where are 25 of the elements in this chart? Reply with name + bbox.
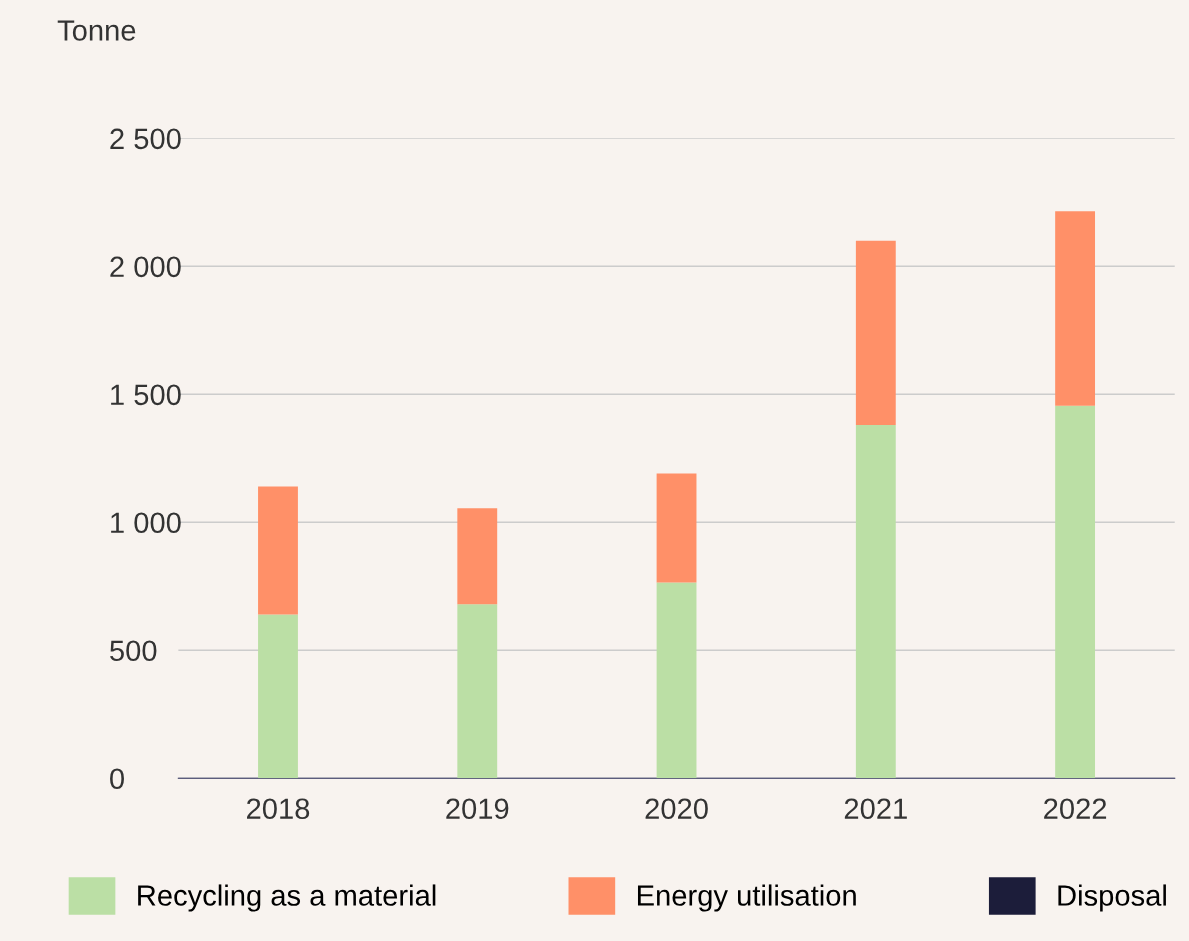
x-tick-label: 2019 [446, 798, 509, 820]
bar [656, 473, 697, 583]
y-axis-title: Tonne [57, 20, 136, 41]
y-tick-label: 0 [110, 768, 124, 790]
y-tick-label: 2 500 [110, 128, 181, 150]
x-tick-label: 2021 [844, 798, 907, 820]
legend-label: Disposal [1058, 884, 1166, 912]
bar [1055, 405, 1096, 779]
bar [258, 486, 298, 615]
y-tick-label: 1 500 [111, 384, 181, 406]
x-tick-label: 2022 [1044, 798, 1107, 820]
bar [656, 582, 697, 779]
legend-label: Energy utilisation [637, 884, 856, 912]
x-tick-label: 2018 [247, 798, 310, 820]
y-tick-label: 500 [110, 640, 157, 662]
y-tick-label: 1 000 [111, 512, 181, 534]
bar [457, 604, 498, 779]
bar [1055, 211, 1096, 406]
bar [855, 424, 896, 779]
y-tick-label: 2 000 [110, 256, 181, 278]
bar [457, 508, 498, 605]
bar [258, 614, 298, 779]
legend-label: Recycling as a material [138, 884, 436, 912]
bar [855, 240, 896, 425]
x-tick-label: 2020 [645, 798, 708, 820]
